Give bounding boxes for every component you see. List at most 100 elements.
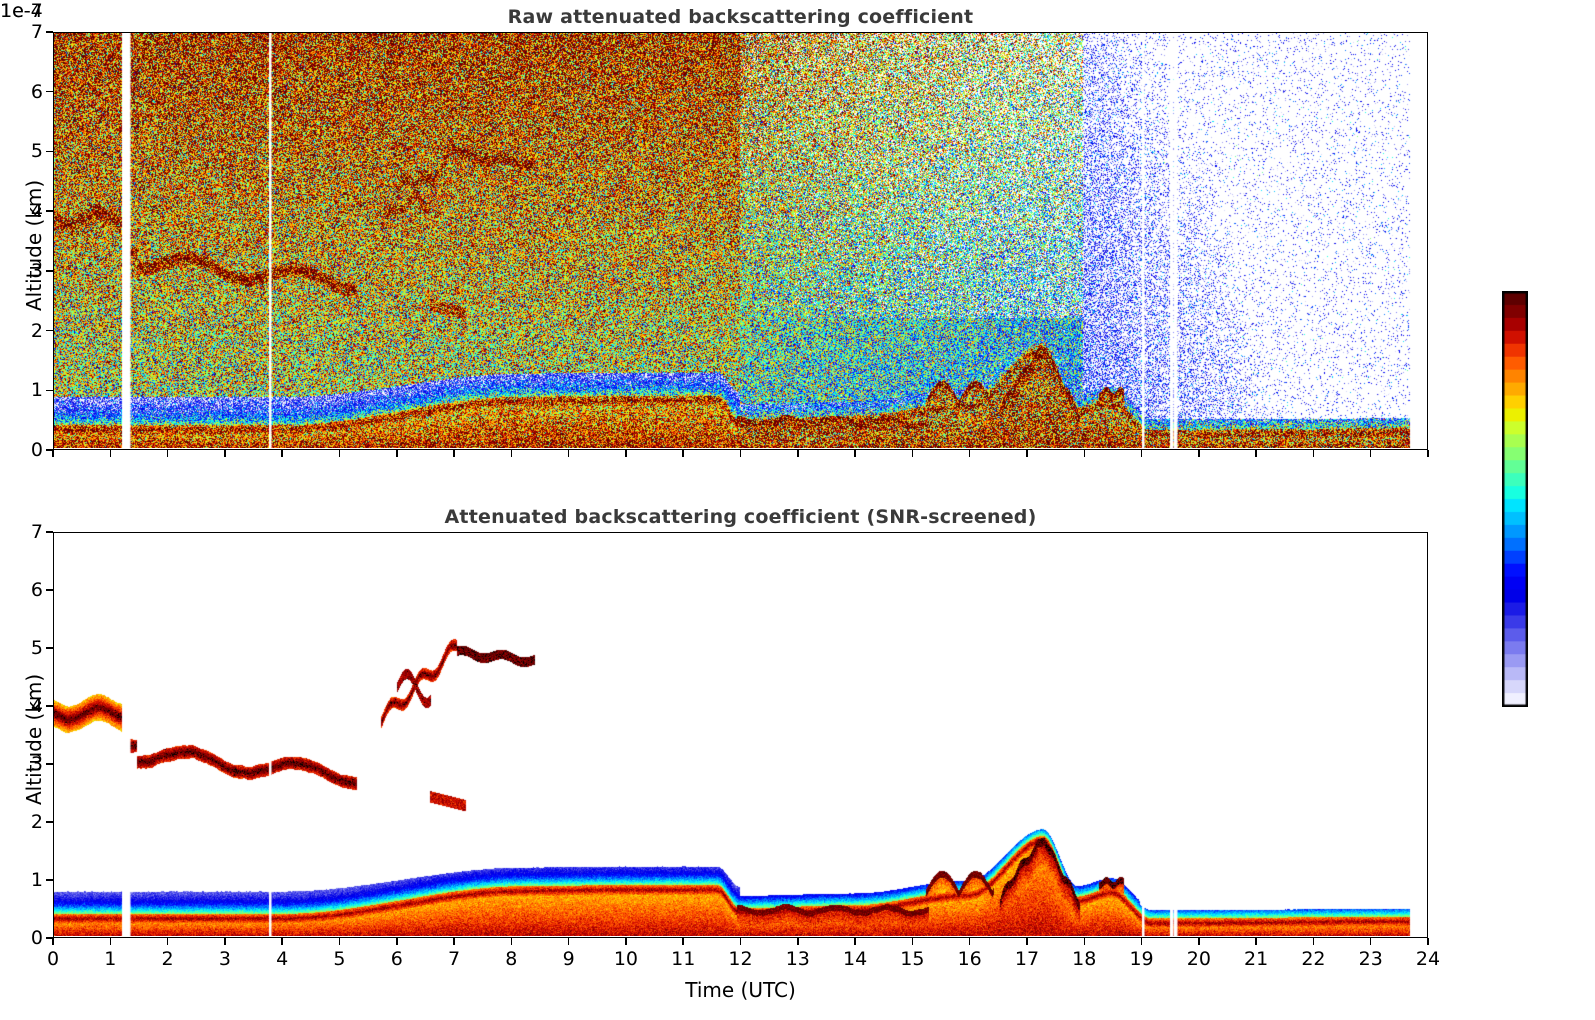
ytick-label: 1 bbox=[30, 869, 43, 891]
panel-screened-xlabel: Time (UTC) bbox=[685, 978, 796, 1002]
xtick bbox=[567, 450, 570, 457]
xtick bbox=[797, 938, 799, 945]
xtick-label: 22 bbox=[1301, 948, 1326, 970]
xtick-label: 18 bbox=[1072, 948, 1097, 970]
ytick bbox=[46, 647, 53, 649]
xtick bbox=[1427, 938, 1429, 945]
xtick bbox=[968, 938, 971, 945]
xtick bbox=[166, 938, 169, 945]
xtick bbox=[625, 938, 627, 945]
xtick bbox=[453, 938, 455, 945]
ytick bbox=[46, 531, 53, 533]
xtick bbox=[1198, 450, 1200, 457]
xtick bbox=[911, 450, 914, 457]
panel-raw-title: Raw attenuated backscattering coefficien… bbox=[507, 6, 974, 28]
ytick-label: 6 bbox=[30, 80, 43, 103]
ytick bbox=[46, 763, 53, 765]
xtick bbox=[911, 938, 914, 945]
ytick-label: 4 bbox=[30, 200, 43, 223]
xtick-label: 11 bbox=[671, 948, 696, 970]
xtick bbox=[1026, 938, 1028, 945]
xtick bbox=[739, 450, 742, 457]
ytick bbox=[46, 389, 53, 392]
panel-screened-heatmap bbox=[54, 533, 1426, 936]
xtick bbox=[1312, 938, 1315, 945]
xtick-label: 4 bbox=[276, 948, 289, 970]
xtick bbox=[1255, 938, 1257, 945]
xtick bbox=[338, 938, 341, 945]
xtick-label: 8 bbox=[505, 948, 518, 970]
panel-screened-title: Attenuated backscattering coefficient (S… bbox=[444, 506, 1037, 528]
xtick bbox=[1312, 450, 1315, 457]
xtick-label: 10 bbox=[613, 948, 638, 970]
ytick bbox=[46, 150, 53, 153]
xtick-label: 1 bbox=[104, 948, 117, 970]
xtick-label: 16 bbox=[957, 948, 982, 970]
xtick-label: 17 bbox=[1014, 948, 1040, 970]
xtick-label: 13 bbox=[785, 948, 810, 970]
ytick bbox=[46, 90, 53, 93]
ytick bbox=[46, 31, 53, 33]
xtick-label: 2 bbox=[161, 948, 174, 970]
ytick-label: 5 bbox=[30, 637, 43, 659]
xtick bbox=[854, 938, 856, 945]
xtick-label: 0 bbox=[46, 948, 60, 970]
colorbar-gradient bbox=[1502, 291, 1528, 707]
panel-raw-ylabel: Altitude (km) bbox=[22, 179, 46, 311]
xtick-label: 19 bbox=[1129, 948, 1154, 970]
xtick bbox=[338, 450, 341, 457]
ytick-label: 7 bbox=[30, 521, 43, 543]
ytick bbox=[46, 270, 53, 272]
ytick bbox=[46, 329, 53, 332]
panel-screened-axes bbox=[53, 532, 1428, 938]
xtick-label: 6 bbox=[390, 948, 403, 970]
ytick-label: 1 bbox=[30, 379, 43, 402]
ytick-label: 2 bbox=[30, 319, 43, 342]
xtick bbox=[396, 938, 398, 945]
xtick bbox=[1083, 450, 1085, 457]
ytick-label: 0 bbox=[30, 439, 43, 461]
xtick-label: 20 bbox=[1186, 948, 1211, 970]
xtick bbox=[682, 938, 684, 945]
xtick-label: 12 bbox=[728, 948, 753, 970]
ytick-label: 4 bbox=[30, 695, 43, 717]
xtick bbox=[281, 938, 283, 945]
xtick bbox=[682, 450, 684, 457]
ytick-label: 6 bbox=[30, 579, 43, 601]
xtick bbox=[453, 450, 455, 457]
xtick bbox=[166, 450, 169, 457]
xtick bbox=[109, 450, 112, 457]
xtick bbox=[968, 450, 971, 457]
ytick-label: 3 bbox=[30, 753, 43, 775]
colorbar bbox=[1502, 291, 1528, 707]
xtick bbox=[1255, 450, 1257, 457]
xtick bbox=[1198, 938, 1200, 945]
xtick bbox=[1140, 938, 1143, 945]
ytick bbox=[46, 210, 53, 212]
xtick bbox=[510, 450, 513, 457]
panel-raw-heatmap bbox=[54, 33, 1426, 448]
panel-screened-ylabel: Altitude (km) bbox=[22, 673, 46, 805]
xtick bbox=[1369, 450, 1372, 457]
xtick-label: 24 bbox=[1415, 948, 1441, 970]
xtick-label: 23 bbox=[1358, 948, 1383, 970]
xtick-label: 21 bbox=[1244, 948, 1269, 970]
ytick-label: 5 bbox=[30, 140, 43, 163]
xtick bbox=[52, 938, 54, 945]
xtick bbox=[739, 938, 742, 945]
xtick bbox=[510, 938, 513, 945]
ytick bbox=[46, 937, 53, 939]
xtick bbox=[224, 938, 226, 945]
xtick bbox=[567, 938, 570, 945]
xtick bbox=[224, 450, 226, 457]
ytick bbox=[46, 449, 53, 451]
xtick-label: 7 bbox=[447, 948, 461, 970]
xtick-label: 5 bbox=[333, 948, 346, 970]
xtick bbox=[854, 450, 856, 457]
xtick bbox=[625, 450, 627, 457]
ytick bbox=[46, 589, 53, 591]
xtick-label: 9 bbox=[562, 948, 575, 970]
ytick-label: 0 bbox=[30, 927, 43, 949]
ytick bbox=[46, 879, 53, 881]
xtick bbox=[52, 450, 54, 457]
